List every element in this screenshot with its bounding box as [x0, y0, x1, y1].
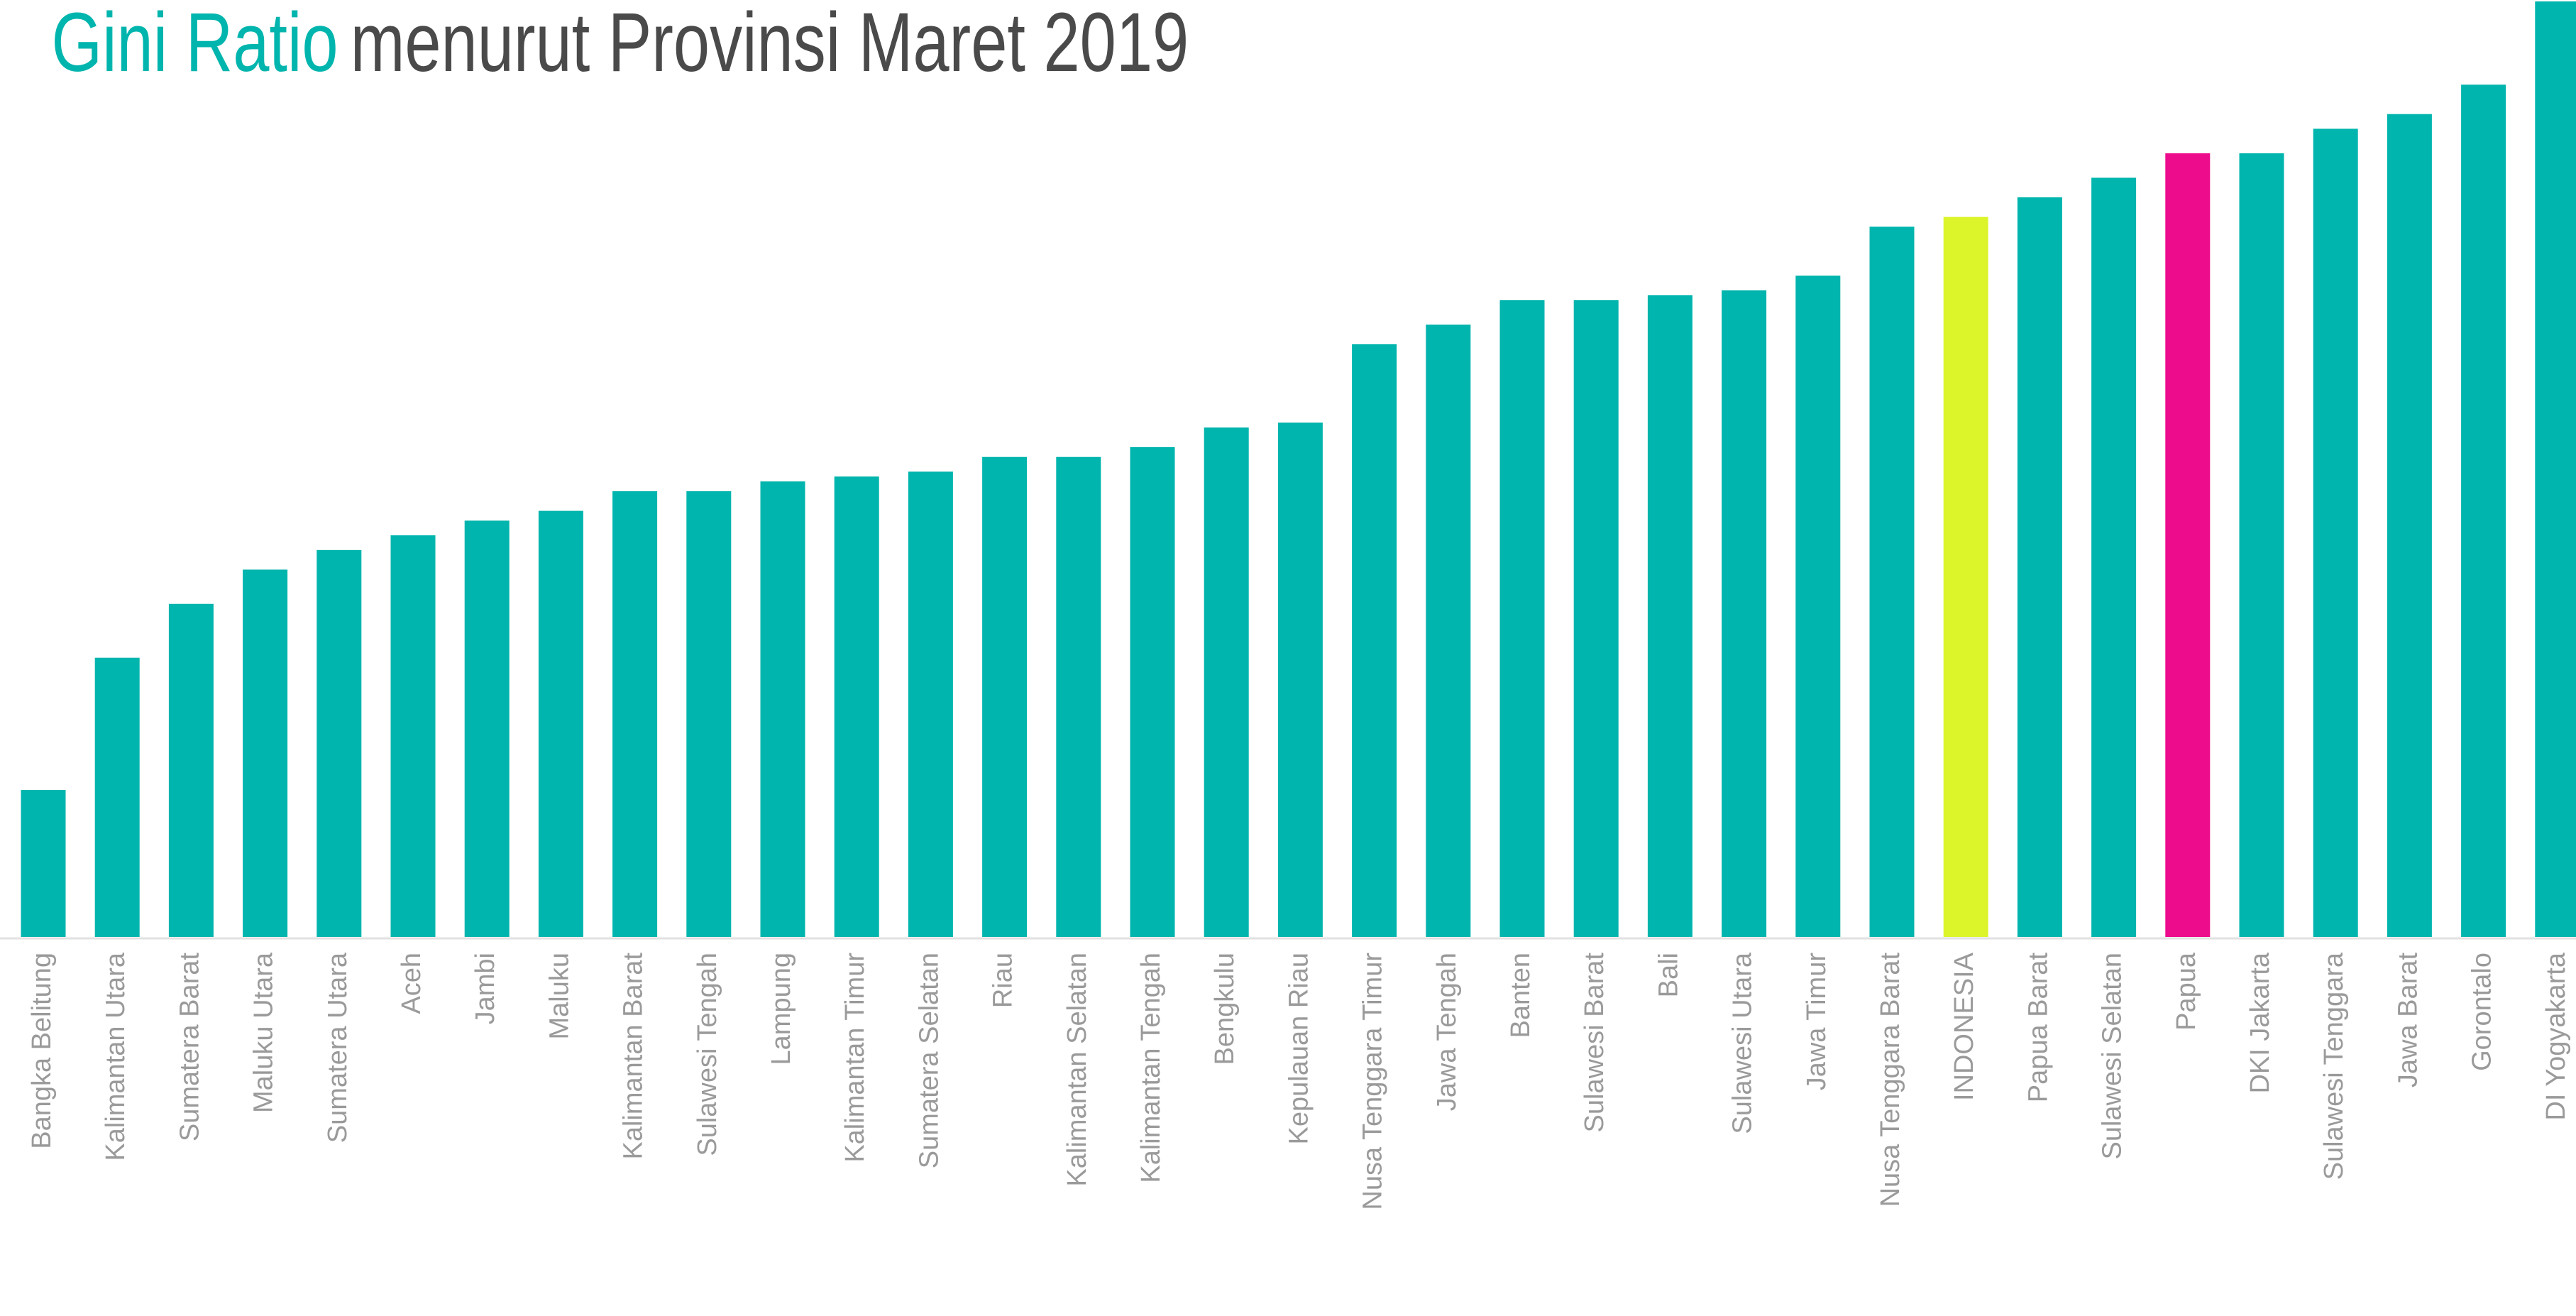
bar	[1204, 427, 1249, 937]
x-tick-label: Sulawesi Tengah	[693, 953, 722, 1156]
x-tick-label: Sumatera Utara	[323, 952, 353, 1143]
x-tick-label: Gorontalo	[2467, 953, 2497, 1071]
bar	[1869, 226, 1915, 937]
bar	[1795, 275, 1841, 937]
bar	[908, 471, 953, 937]
x-tick-label: DKI Jakarta	[2245, 952, 2275, 1093]
chart-title: Gini Ratio menurut Provinsi Maret 2019	[52, 0, 1189, 89]
bar	[2239, 153, 2284, 937]
x-tick-label: Sumatera Barat	[175, 953, 204, 1142]
x-tick-label: Banten	[1506, 953, 1536, 1038]
bar	[1056, 456, 1101, 937]
bar	[390, 535, 436, 937]
x-tick-label: Sulawesi Selatan	[2098, 953, 2128, 1160]
x-tick-label: Papua Barat	[2023, 953, 2053, 1103]
x-tick-label: Bengkulu	[1210, 953, 1240, 1065]
x-tick-label: Kalimantan Selatan	[1062, 953, 1092, 1187]
x-tick-label: Aceh	[397, 953, 426, 1014]
x-tick-label: Bali	[1653, 953, 1683, 997]
x-tick-label: Kepulauan Riau	[1284, 953, 1314, 1144]
bar	[243, 569, 288, 937]
bar	[760, 481, 805, 937]
x-tick-label: Sulawesi Tenggara	[2319, 952, 2349, 1180]
x-tick-label: Kalimantan Tengah	[1136, 953, 1166, 1183]
bar	[2165, 153, 2211, 937]
bar	[1722, 290, 1767, 938]
title-highlight: Gini Ratio	[52, 0, 338, 89]
bar	[1277, 422, 1323, 937]
bar	[94, 657, 140, 937]
bar	[1943, 216, 1988, 937]
x-tick-label: Sumatera Selatan	[914, 953, 944, 1168]
x-tick-label: Sulawesi Barat	[1580, 953, 1609, 1133]
x-tick-label: Kalimantan Timur	[840, 953, 870, 1163]
bar	[982, 456, 1028, 937]
x-tick-label: Jawa Barat	[2393, 953, 2423, 1088]
bar	[2313, 128, 2358, 938]
x-tick-label: Nusa Tenggara Timur	[1358, 953, 1388, 1210]
bar	[1352, 344, 1397, 938]
bar	[1426, 324, 1471, 937]
bar	[834, 476, 879, 937]
bar	[2461, 84, 2506, 938]
bar	[686, 491, 732, 937]
x-tick-label: Maluku Utara	[249, 952, 279, 1113]
bar	[1499, 300, 1545, 937]
x-tick-label: Lampung	[766, 953, 796, 1065]
bar	[464, 520, 510, 937]
bar	[1573, 300, 1619, 937]
bar	[2535, 1, 2576, 937]
bar	[168, 603, 214, 937]
x-tick-label: Bangka Belitung	[27, 953, 57, 1149]
x-tick-label: Jawa Tengah	[1432, 953, 1462, 1111]
x-tick-label: Jawa Timur	[1802, 953, 1832, 1091]
x-tick-label: Papua	[2172, 952, 2201, 1031]
x-tick-label: Nusa Tenggara Barat	[1876, 953, 1905, 1207]
x-tick-label: Jambi	[470, 953, 500, 1024]
bar	[2387, 114, 2432, 937]
x-tick-label: DI Yogyakarta	[2541, 952, 2571, 1120]
bar	[538, 510, 583, 937]
x-tick-label: Kalimantan Barat	[619, 953, 649, 1160]
x-tick-label: INDONESIA	[1949, 952, 1979, 1101]
bar	[21, 789, 66, 937]
bar	[2091, 177, 2137, 938]
bar	[2017, 197, 2062, 937]
bar	[1130, 446, 1175, 937]
bar	[317, 549, 362, 937]
title-rest: menurut Provinsi Maret 2019	[351, 0, 1189, 89]
x-tick-label: Kalimantan Utara	[101, 952, 131, 1161]
x-tick-label: Riau	[989, 953, 1018, 1008]
bar	[612, 491, 658, 937]
x-tick-label: Sulawesi Utara	[1728, 952, 1758, 1134]
bar	[1647, 295, 1692, 938]
x-tick-label: Maluku	[544, 953, 574, 1040]
